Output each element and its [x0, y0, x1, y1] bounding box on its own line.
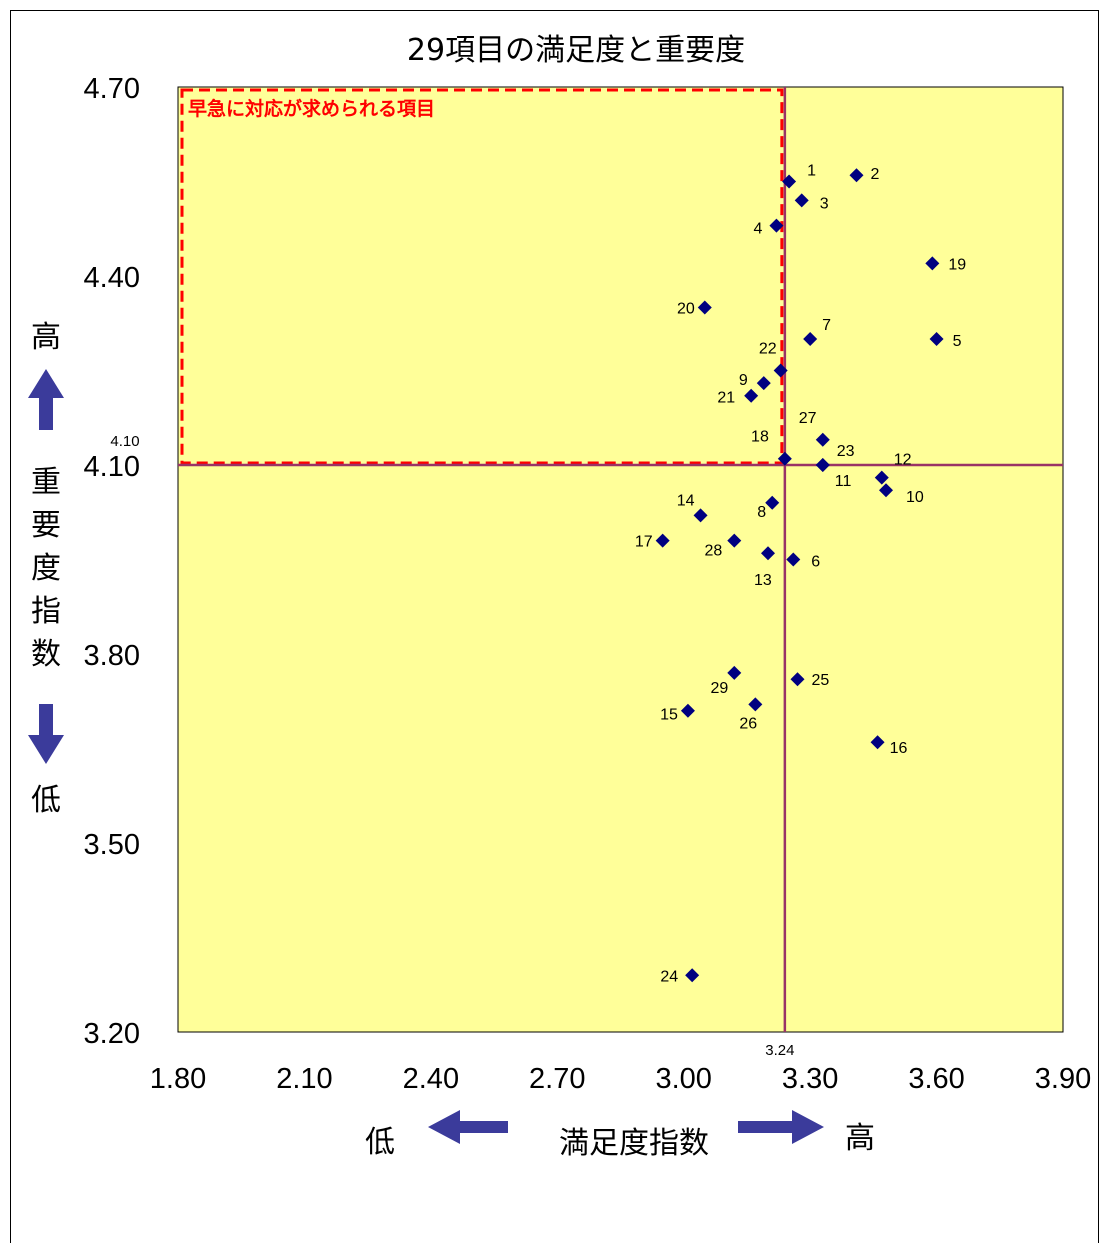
data-points: 1 234567891011121314151617181920212223242… [635, 163, 966, 986]
priority-region-label: 早急に対応が求められる項目 [188, 97, 435, 120]
y-axis-title-char: 数 [31, 637, 61, 672]
y-tick-label: 3.80 [84, 640, 140, 672]
data-point-label: 16 [890, 740, 908, 757]
data-point-marker [879, 483, 893, 498]
arrow-down-icon [28, 704, 64, 764]
y-axis-title-char: 指 [31, 594, 61, 629]
data-point-marker [756, 376, 771, 391]
chart-title: 29項目の満足度と重要度 [407, 33, 745, 68]
data-point-label: 11 [835, 473, 852, 490]
data-point-marker [925, 256, 940, 271]
data-point-marker [765, 495, 780, 510]
data-point-marker [815, 432, 830, 447]
data-point-label: 1 [807, 163, 816, 180]
reference-y-label: 4.10 [110, 433, 139, 450]
data-point-label: 24 [660, 968, 678, 985]
data-point-label: 18 [751, 429, 769, 446]
data-point-label: 6 [811, 554, 820, 571]
data-point-marker [769, 218, 784, 233]
data-point-marker [727, 665, 742, 680]
data-point-marker [748, 697, 763, 712]
plot-area [177, 86, 1064, 1033]
data-point-marker [777, 451, 792, 466]
data-point-marker [782, 174, 797, 189]
y-tick-label: 3.20 [84, 1018, 140, 1050]
data-point-marker [761, 546, 775, 561]
data-point-marker [790, 672, 805, 687]
y-axis-title-char: 度 [31, 551, 61, 586]
data-point-label: 19 [948, 256, 966, 273]
data-point-label: 2 [871, 166, 880, 183]
x-tick-label: 1.80 [150, 1063, 206, 1095]
data-point-label: 14 [677, 492, 695, 509]
data-point-marker [685, 968, 700, 983]
data-point-marker [727, 533, 742, 548]
y-high-label: 高 [31, 320, 61, 355]
arrow-up-icon [28, 369, 64, 430]
data-point-marker [697, 300, 712, 315]
data-point-marker [870, 735, 885, 750]
data-point-marker [680, 703, 695, 718]
y-axis-title-char: 要 [31, 508, 61, 543]
data-point-marker [794, 193, 809, 208]
y-low-label: 低 [31, 783, 61, 818]
reference-lines: 3.24 4.10 [110, 87, 1063, 1059]
priority-region: 早急に対応が求められる項目 [180, 88, 784, 465]
y-tick-label: 4.40 [84, 262, 140, 294]
data-point-marker [655, 533, 670, 548]
data-point-label: 23 [837, 443, 855, 460]
arrow-right-icon [738, 1110, 824, 1144]
arrow-left-icon [428, 1110, 508, 1144]
x-tick-label: 2.40 [403, 1063, 459, 1095]
data-point-marker [744, 388, 759, 403]
x-tick-label: 3.60 [908, 1063, 964, 1095]
data-point-marker [803, 332, 818, 346]
data-point-label: 20 [677, 301, 695, 318]
data-point-marker [874, 470, 889, 485]
chart-frame [10, 10, 1099, 1243]
data-point-label: 8 [757, 504, 766, 521]
reference-x-label: 3.24 [765, 1042, 794, 1059]
tick-labels: 1.80 2.10 2.40 2.70 3.00 3.30 3.60 3.90 3.20 3.50… [84, 73, 1092, 1095]
priority-region-box [180, 88, 784, 465]
data-point-marker [929, 332, 944, 346]
data-point-marker [693, 508, 708, 523]
data-point-label: 15 [660, 707, 678, 724]
data-point-label: 29 [710, 680, 728, 697]
data-point-marker [786, 552, 801, 567]
y-tick-label: 3.50 [84, 829, 140, 861]
x-tick-label: 2.10 [276, 1063, 332, 1095]
data-point-label: 12 [894, 452, 912, 469]
data-point-label: 26 [739, 715, 757, 732]
data-point-label: 4 [754, 221, 763, 238]
data-point-label: 7 [822, 317, 831, 334]
data-point-label: 21 [717, 390, 735, 407]
x-tick-label: 3.00 [655, 1063, 711, 1095]
data-point-label: 27 [799, 410, 817, 427]
data-point-label: 22 [759, 341, 777, 358]
data-point-label: 13 [754, 572, 772, 589]
x-high-label: 高 [845, 1121, 875, 1156]
data-point-label: 25 [812, 672, 830, 689]
x-tick-label: 3.90 [1035, 1063, 1091, 1095]
data-point-marker [815, 458, 830, 472]
x-tick-label: 3.30 [782, 1063, 838, 1095]
data-point-label: 9 [739, 372, 748, 389]
x-axis-title: 満足度指数 [559, 1126, 709, 1161]
data-point-label: 5 [953, 333, 962, 350]
data-point-marker [773, 363, 788, 378]
data-point-label: 10 [906, 489, 924, 506]
data-point-label: 17 [635, 534, 653, 551]
data-point-marker [849, 168, 864, 183]
data-point-label: 3 [820, 195, 829, 212]
x-low-label: 低 [365, 1125, 395, 1160]
x-tick-label: 2.70 [529, 1063, 585, 1095]
data-point-label: 28 [704, 543, 722, 560]
y-tick-label: 4.70 [84, 73, 140, 105]
y-axis-title-char: 重 [31, 465, 61, 500]
y-tick-label: 4.10 [84, 451, 140, 483]
